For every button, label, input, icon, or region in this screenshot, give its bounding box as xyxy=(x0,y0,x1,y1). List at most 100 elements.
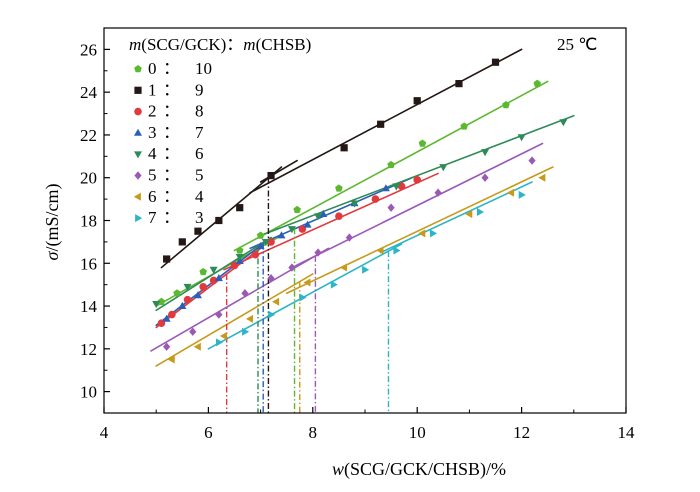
legend-ratio-a: 4 xyxy=(148,144,157,163)
x-tick-label: 12 xyxy=(513,423,530,442)
legend-colon: ： xyxy=(163,166,180,185)
data-point xyxy=(518,190,526,199)
legend-colon: ： xyxy=(163,80,180,99)
data-point xyxy=(429,229,438,238)
data-point xyxy=(413,97,421,105)
data-point xyxy=(178,238,186,246)
legend-ratio-a: 0 xyxy=(148,59,157,78)
cmc-drop-lines xyxy=(225,177,390,413)
data-point xyxy=(193,291,202,299)
legend-ratio-b: 6 xyxy=(195,144,204,163)
data-point xyxy=(178,301,187,309)
legend-colon: ： xyxy=(163,123,180,142)
fit-line xyxy=(207,243,403,350)
x-tick-label: 14 xyxy=(618,423,636,442)
data-point xyxy=(168,310,176,319)
legend-ratio-a: 7 xyxy=(148,208,157,227)
data-point xyxy=(319,209,328,217)
legend-colon: ： xyxy=(163,144,180,163)
temperature-label: 25 ℃ xyxy=(557,35,597,54)
legend: 0 ： 10 1 ： 9 2 ： 8 3 ： 7 4 ： 6 5 ： 5 6 ： 4 7 ： 3 xyxy=(133,59,212,227)
data-point xyxy=(173,289,181,297)
data-point xyxy=(303,220,312,228)
data-point xyxy=(215,310,223,319)
data-point xyxy=(481,173,489,182)
data-point xyxy=(476,207,485,216)
data-point xyxy=(392,183,401,191)
fit-line xyxy=(259,114,575,237)
data-points xyxy=(152,58,568,364)
data-point xyxy=(199,267,207,276)
data-point xyxy=(465,210,473,219)
data-point xyxy=(215,338,224,347)
legend-marker xyxy=(135,214,143,223)
data-point xyxy=(261,239,270,247)
data-point xyxy=(335,184,343,192)
data-point xyxy=(418,139,427,147)
y-axis-label: σ/(mS/cm) xyxy=(42,184,63,261)
data-point xyxy=(528,156,536,165)
data-point xyxy=(559,119,568,127)
legend-colon: ： xyxy=(163,208,180,227)
plot-frame xyxy=(103,27,627,414)
y-tick-label: 20 xyxy=(80,169,97,188)
y-tick-label: 16 xyxy=(80,254,97,273)
data-point xyxy=(491,58,500,66)
legend-ratio-b: 7 xyxy=(195,123,204,142)
data-point xyxy=(517,134,526,142)
data-point xyxy=(277,231,286,239)
data-point xyxy=(256,231,265,239)
data-point xyxy=(241,289,249,298)
legend-ratio-a: 2 xyxy=(148,102,157,121)
legend-ratio-b: 4 xyxy=(195,187,204,206)
y-tick-label: 24 xyxy=(80,83,98,102)
legend-ratio-a: 3 xyxy=(148,123,157,142)
data-point xyxy=(209,276,218,285)
data-point xyxy=(183,295,192,304)
legend-marker xyxy=(134,107,142,116)
x-axis-label: w(SCG/GCK/CHSB)/% xyxy=(332,459,506,480)
data-point xyxy=(167,355,175,364)
data-point xyxy=(418,229,426,238)
axis-ticks xyxy=(103,27,627,414)
legend-ratio-b: 5 xyxy=(195,166,204,185)
data-point xyxy=(350,200,359,208)
legend-marker xyxy=(134,128,142,136)
y-tick-label: 22 xyxy=(80,126,97,145)
y-tick-label: 18 xyxy=(80,212,97,231)
data-point xyxy=(314,213,323,221)
legend-colon: ： xyxy=(163,102,180,121)
data-point xyxy=(162,314,171,322)
data-point xyxy=(413,176,422,184)
data-point xyxy=(335,212,343,221)
legend-ratio-a: 1 xyxy=(148,80,157,99)
x-tick-label: 10 xyxy=(409,423,426,442)
data-point xyxy=(256,241,265,250)
fit-lines xyxy=(150,48,575,367)
data-point xyxy=(339,263,347,272)
data-point xyxy=(299,293,307,302)
data-point xyxy=(377,120,385,128)
data-point xyxy=(163,342,171,351)
data-point xyxy=(209,266,218,274)
data-point xyxy=(242,327,250,336)
legend-marker xyxy=(134,86,142,94)
data-point xyxy=(214,274,223,282)
data-point xyxy=(439,164,448,172)
data-point xyxy=(251,250,260,259)
legend-ratio-b: 10 xyxy=(195,59,212,78)
data-point xyxy=(340,144,348,152)
data-point xyxy=(152,301,161,309)
data-point xyxy=(235,253,244,262)
data-point xyxy=(267,274,275,283)
y-tick-label: 12 xyxy=(80,340,97,359)
y-tick-label: 10 xyxy=(80,383,97,402)
data-point xyxy=(235,246,244,254)
data-point xyxy=(199,283,207,291)
data-point xyxy=(538,173,546,182)
fit-line xyxy=(249,48,523,194)
fit-line xyxy=(150,247,330,352)
data-point xyxy=(387,203,395,212)
data-point xyxy=(481,149,490,157)
